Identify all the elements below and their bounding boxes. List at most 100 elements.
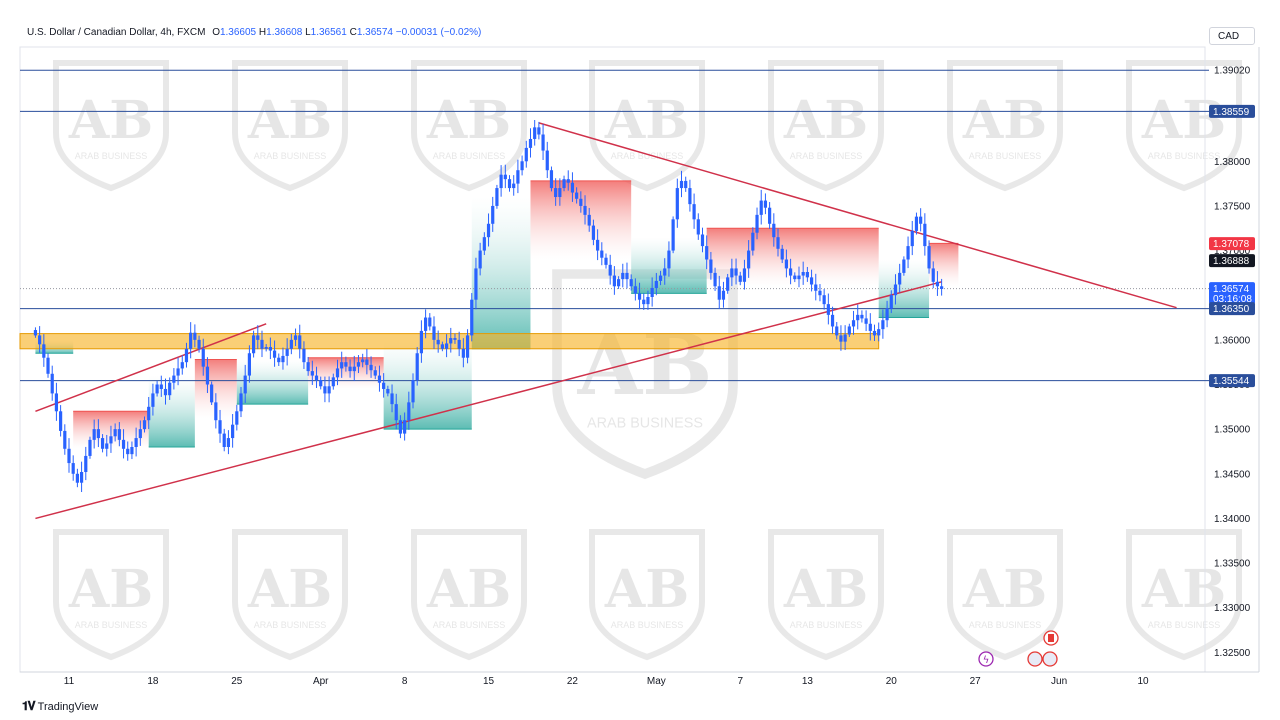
candle-body: [486, 223, 491, 238]
canada-flag-icon-leaf: [1048, 634, 1054, 642]
candle-body: [138, 429, 142, 439]
candle-body: [46, 357, 50, 374]
candle-body: [507, 179, 512, 189]
candle-body: [361, 359, 365, 363]
candle-body: [239, 393, 243, 412]
watermark-shield: [53, 60, 169, 192]
candle-body: [377, 375, 382, 383]
candle-body: [151, 393, 155, 407]
candle-body: [293, 335, 298, 340]
horizontal-levels: [20, 69, 1209, 382]
candle-body: [688, 188, 692, 205]
watermark-shield: [589, 60, 705, 192]
watermark-shield: [232, 60, 348, 192]
us-flag-icon[interactable]: [1042, 651, 1058, 667]
economic-events[interactable]: ϟ: [978, 630, 1059, 667]
candle-body: [558, 188, 562, 197]
candle-body: [835, 326, 839, 336]
watermark-shield: [411, 529, 527, 661]
candle-body: [528, 138, 533, 148]
candle-body: [382, 382, 386, 389]
candle-body: [914, 216, 919, 231]
candle-body: [583, 205, 587, 215]
candle-body: [889, 295, 893, 309]
high-value: 1.36608: [266, 27, 303, 38]
candle-body: [340, 362, 344, 369]
watermark-monogram: AB: [783, 90, 868, 151]
candle-body: [201, 348, 205, 367]
candle-body: [512, 183, 516, 189]
price-tick-label: 1.34500: [1214, 469, 1251, 480]
time-axis[interactable]: 11 18 25 Apr 8 15 22 May 7 13 20 27 Jun 10: [64, 676, 1149, 687]
candle-body: [885, 308, 889, 321]
watermark-text: ARAB BUSINESS: [1148, 620, 1221, 630]
symbol-header[interactable]: U.S. Dollar / Canadian Dollar, 4h, FXCM …: [27, 27, 481, 38]
candle-body: [566, 179, 570, 183]
candle-body: [503, 174, 507, 180]
price-tag-label: 1.38559: [1213, 107, 1250, 118]
candle-body: [59, 411, 63, 431]
candle-body: [310, 371, 314, 376]
candle-body: [113, 429, 117, 437]
trendline: [35, 323, 267, 412]
candle-body: [260, 339, 264, 349]
candle-body: [88, 439, 92, 456]
candle-body: [763, 200, 768, 208]
candle-body: [663, 268, 667, 276]
candle-body: [285, 348, 289, 356]
candle-body: [348, 366, 352, 372]
candle-body: [801, 272, 805, 276]
watermark-monogram: AB: [426, 90, 511, 151]
watermark-monogram: AB: [247, 90, 332, 151]
candle-body: [784, 259, 788, 269]
watermark-text: ARAB BUSINESS: [790, 620, 863, 630]
candle-body: [713, 272, 717, 287]
candle-body: [465, 335, 470, 358]
candle-body: [92, 429, 96, 440]
candle-body: [180, 362, 184, 369]
low-value: 1.36561: [310, 27, 347, 38]
candle-body: [851, 320, 856, 327]
candle-body: [600, 250, 604, 258]
time-tick-label: 10: [1137, 676, 1149, 687]
watermark-monogram: AB: [247, 559, 332, 620]
candle-body: [168, 382, 172, 396]
candle-body: [872, 330, 877, 336]
candle-body: [881, 320, 885, 330]
candle-body: [679, 180, 684, 189]
watermark-text: ARAB BUSINESS: [611, 620, 684, 630]
candle-body: [541, 134, 545, 151]
candle-body: [390, 393, 394, 405]
candle-body: [38, 335, 42, 345]
candle-body: [264, 347, 268, 349]
watermark-shield: [947, 60, 1063, 192]
candle-body: [323, 386, 327, 394]
candle-body: [96, 429, 100, 439]
tradingview-brand[interactable]: 𝟏𝐕 TradingView: [22, 699, 98, 714]
candle-body: [449, 338, 453, 344]
candle-body: [755, 214, 759, 233]
watermark-text: ARAB BUSINESS: [433, 620, 506, 630]
candle-body: [898, 272, 902, 285]
candle-body: [940, 286, 944, 289]
candle-body: [281, 355, 285, 363]
price-tag: [1209, 302, 1255, 316]
candle-body: [193, 332, 197, 340]
candle-body: [562, 179, 566, 189]
watermark-text: ARAB BUSINESS: [969, 620, 1042, 630]
watermark-text: ARAB BUSINESS: [1148, 151, 1221, 161]
time-tick-label: 22: [567, 676, 579, 687]
candle-body: [289, 339, 293, 349]
candle-body: [163, 388, 168, 396]
candle-body: [71, 463, 75, 474]
currency-button[interactable]: CAD: [1209, 27, 1255, 45]
flash-icon[interactable]: [978, 651, 994, 667]
candle-body: [356, 362, 361, 367]
watermark-monogram: AB: [783, 559, 868, 620]
price-tick-label: 1.33000: [1214, 603, 1251, 614]
tradingview-logo-icon: 𝟏𝐕: [22, 699, 36, 713]
candle-body: [499, 174, 503, 189]
us-flag-icon[interactable]: [1027, 651, 1043, 667]
